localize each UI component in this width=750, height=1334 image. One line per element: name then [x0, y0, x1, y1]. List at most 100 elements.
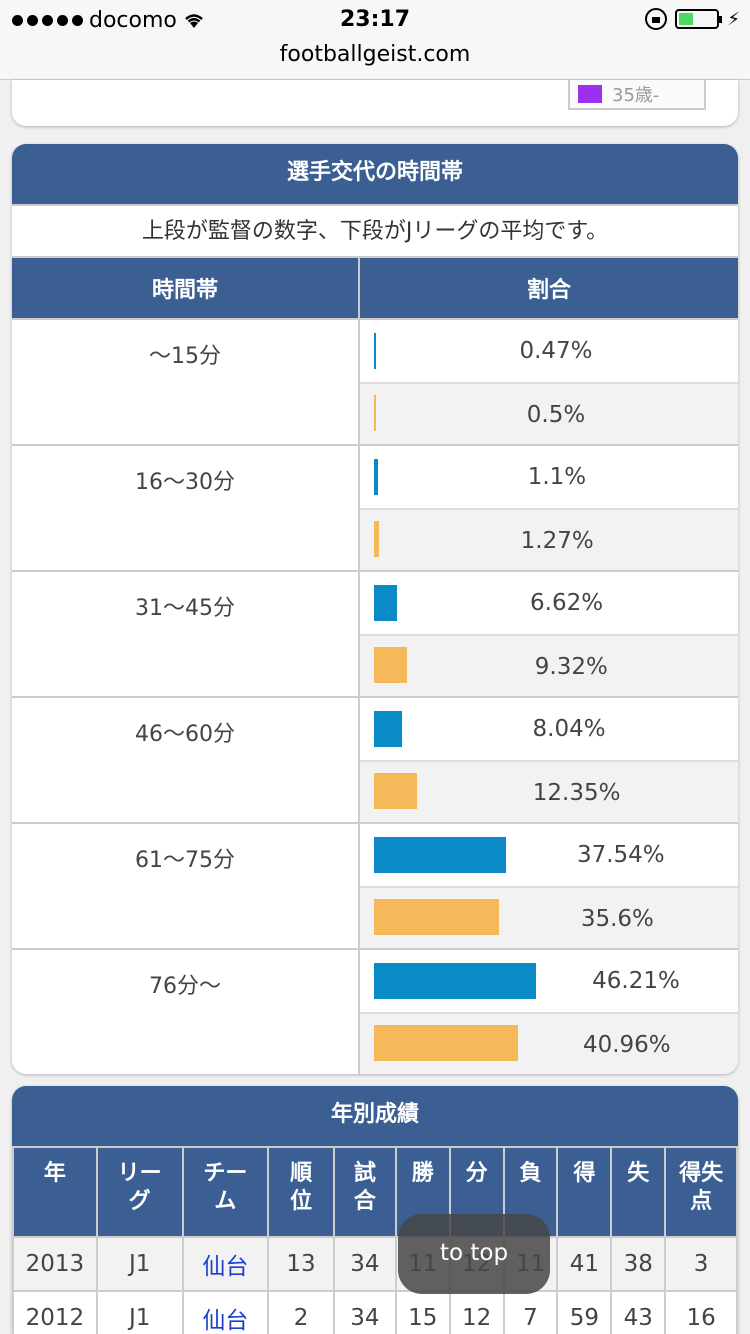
- manager-value: 8.04%: [532, 716, 606, 742]
- wifi-icon: [185, 13, 203, 28]
- time-band-label: 31〜45分: [12, 572, 360, 696]
- league-bar: [374, 773, 418, 809]
- time-band-row: 76分〜 46.21% 40.96%: [12, 950, 738, 1074]
- manager-ratio-row: 0.47%: [360, 320, 738, 382]
- chart-legend: 35歳-: [568, 80, 706, 110]
- time-band-row: 16〜30分 1.1% 1.27%: [12, 446, 738, 572]
- url-bar[interactable]: footballgeist.com: [0, 40, 750, 80]
- league-average-row: 1.27%: [360, 508, 738, 570]
- table-cell: 41: [556, 1236, 613, 1292]
- manager-ratio-row: 46.21%: [360, 950, 738, 1012]
- table-cell: J1: [95, 1236, 184, 1292]
- status-bar: docomo 23:17 ⚡: [0, 0, 750, 40]
- table-cell: 2: [267, 1290, 335, 1334]
- manager-ratio-row: 37.54%: [360, 824, 738, 886]
- table-cell: J1: [95, 1290, 184, 1334]
- column-header: 試 合: [332, 1146, 397, 1238]
- column-header: 得失 点: [664, 1146, 738, 1238]
- header-ratio: 割合: [526, 278, 571, 303]
- manager-bar: [374, 837, 506, 873]
- table-cell: 34: [332, 1290, 397, 1334]
- table-row: 2012 J1 仙台 2 34 15 12 7 59 43 16: [12, 1290, 738, 1334]
- column-header: 得: [556, 1146, 613, 1238]
- battery-icon: [675, 9, 723, 29]
- team-link[interactable]: 仙台: [181, 1290, 270, 1334]
- table-header: 時間帯 割合: [12, 258, 738, 320]
- carrier-name: docomo: [89, 8, 177, 33]
- rotation-lock-icon: [645, 8, 668, 30]
- league-value: 40.96%: [582, 1032, 671, 1058]
- manager-ratio-row: 6.62%: [360, 572, 738, 634]
- league-value: 35.6%: [580, 906, 654, 932]
- substitution-rows: 〜15分 0.47% 0.5% 16〜30分 1.1% 1.27% 31〜45分 6.62% 9…: [12, 320, 738, 1074]
- manager-ratio-row: 1.1%: [360, 446, 738, 508]
- league-average-row: 9.32%: [360, 634, 738, 696]
- league-value: 1.27%: [520, 528, 594, 554]
- carrier-signal: docomo: [12, 8, 205, 33]
- table-cell: 15: [394, 1290, 451, 1334]
- header-time: 時間帯: [12, 258, 360, 318]
- clock: 23:17: [339, 7, 411, 32]
- column-header: リー グ: [95, 1146, 184, 1238]
- card-title: 年別成績: [12, 1086, 738, 1146]
- column-header: 年: [12, 1146, 98, 1238]
- age-chart-card: 35歳-: [12, 80, 738, 126]
- manager-bar: [374, 459, 378, 495]
- league-average-row: 12.35%: [360, 760, 738, 822]
- time-band-row: 31〜45分 6.62% 9.32%: [12, 572, 738, 698]
- column-header: 順 位: [267, 1146, 335, 1238]
- table-cell: 3: [664, 1236, 738, 1292]
- charging-icon: ⚡: [727, 8, 740, 30]
- table-cell: 43: [610, 1290, 667, 1334]
- manager-value: 0.47%: [519, 338, 593, 364]
- time-band-label: 46〜60分: [12, 698, 360, 822]
- table-cell: 2012: [12, 1290, 98, 1334]
- league-value: 12.35%: [532, 780, 621, 806]
- league-value: 9.32%: [534, 654, 608, 680]
- table-cell: 13: [267, 1236, 335, 1292]
- legend-swatch: [578, 85, 602, 103]
- league-average-row: 40.96%: [360, 1012, 738, 1074]
- league-average-row: 0.5%: [360, 382, 738, 444]
- card-title: 選手交代の時間帯: [12, 144, 738, 204]
- manager-bar: [374, 963, 536, 999]
- table-cell: 2013: [12, 1236, 98, 1292]
- league-average-row: 35.6%: [360, 886, 738, 948]
- manager-value: 46.21%: [592, 968, 680, 994]
- manager-value: 37.54%: [576, 842, 665, 868]
- time-band-row: 61〜75分 37.54% 35.6%: [12, 824, 738, 950]
- manager-ratio-row: 8.04%: [360, 698, 738, 760]
- table-cell: 34: [332, 1236, 397, 1292]
- time-band-label: 16〜30分: [12, 446, 360, 570]
- table-cell: 38: [610, 1236, 667, 1292]
- legend-label: 35歳-: [612, 85, 660, 106]
- team-link[interactable]: 仙台: [181, 1236, 270, 1292]
- table-cell: 59: [556, 1290, 613, 1334]
- time-band-label: 61〜75分: [12, 824, 360, 948]
- yearly-results-card: 年別成績 年リー グチー ム順 位試 合勝分負得失得失 点 2013 J1 仙台 13…: [12, 1086, 738, 1334]
- manager-value: 1.1%: [527, 464, 587, 490]
- manager-value: 6.62%: [530, 590, 604, 616]
- signal-strength-icon: [12, 15, 83, 26]
- league-bar: [374, 395, 376, 431]
- table-row: 2013J1仙台133411121141383: [12, 1236, 738, 1292]
- to-top-button[interactable]: to top: [398, 1214, 550, 1294]
- table-cell: 12: [448, 1290, 505, 1334]
- time-band-row: 〜15分 0.47% 0.5%: [12, 320, 738, 446]
- manager-bar: [374, 333, 376, 369]
- card-note: 上段が監督の数字、下段がJリーグの平均です。: [12, 204, 738, 258]
- league-bar: [374, 521, 379, 557]
- manager-bar: [374, 711, 403, 747]
- time-band-label: 76分〜: [12, 950, 360, 1074]
- league-value: 0.5%: [526, 402, 586, 428]
- manager-bar: [374, 585, 398, 621]
- league-bar: [374, 647, 407, 683]
- table-cell: 7: [502, 1290, 559, 1334]
- time-band-label: 〜15分: [12, 320, 360, 444]
- column-header: 失: [610, 1146, 667, 1238]
- time-band-row: 46〜60分 8.04% 12.35%: [12, 698, 738, 824]
- column-header: チー ム: [181, 1146, 270, 1238]
- league-bar: [374, 1025, 518, 1061]
- league-bar: [374, 899, 499, 935]
